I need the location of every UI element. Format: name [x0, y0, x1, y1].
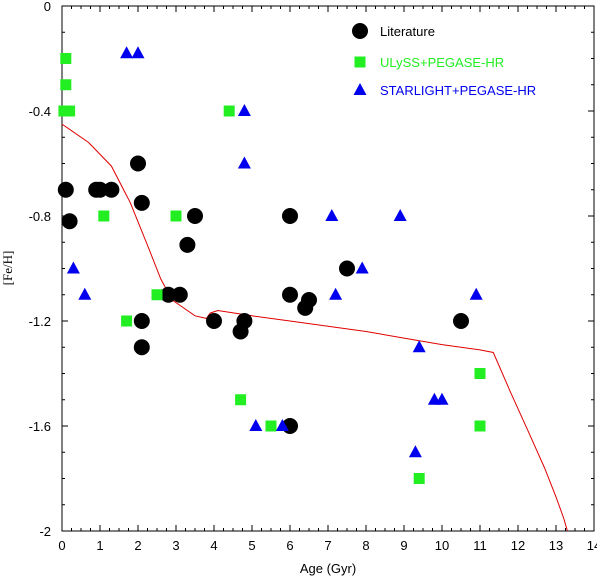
ulyss-point [224, 106, 235, 117]
y-tick-label: -0.4 [29, 104, 51, 119]
x-tick-label: 11 [473, 538, 487, 553]
x-axis-label: Age (Gyr) [300, 561, 356, 576]
literature-point [103, 182, 119, 198]
x-tick-label: 10 [435, 538, 449, 553]
x-tick-label: 0 [58, 538, 65, 553]
ulyss-point [60, 53, 71, 64]
literature-point [172, 287, 188, 303]
ulyss-point [414, 473, 425, 484]
ulyss-point [152, 289, 163, 300]
x-tick-label: 3 [172, 538, 179, 553]
starlight-point [78, 288, 91, 300]
data-points [58, 46, 486, 484]
y-tick-label: -2 [39, 524, 51, 539]
ulyss-point [121, 316, 132, 327]
legend-marker [355, 57, 366, 68]
literature-point [453, 313, 469, 329]
x-tick-label: 4 [210, 538, 217, 553]
ulyss-point [475, 368, 486, 379]
ulyss-point [266, 421, 277, 432]
literature-point [282, 208, 298, 224]
starlight-point [325, 209, 338, 221]
y-tick-label: -0.8 [29, 209, 51, 224]
literature-point [134, 339, 150, 355]
starlight-point [238, 104, 251, 116]
ulyss-point [98, 211, 109, 222]
ulyss-point [171, 211, 182, 222]
x-tick-label: 12 [511, 538, 525, 553]
y-tick-label: 0 [44, 0, 51, 14]
legend-label: STARLIGHT+PEGASE-HR [380, 83, 536, 98]
starlight-point [356, 262, 369, 274]
x-tick-label: 14 [587, 538, 597, 553]
starlight-point [413, 340, 426, 352]
x-tick-label: 5 [248, 538, 255, 553]
legend-marker [352, 23, 368, 39]
legend-marker [354, 83, 367, 95]
starlight-point [120, 46, 133, 58]
literature-point [187, 208, 203, 224]
starlight-point [409, 445, 422, 457]
x-tick-label: 2 [134, 538, 141, 553]
ulyss-point [475, 421, 486, 432]
starlight-point [394, 209, 407, 221]
x-tick-label: 7 [324, 538, 331, 553]
y-tick-label: -1.2 [29, 314, 51, 329]
x-tick-label: 8 [362, 538, 369, 553]
legend-label: Literature [380, 24, 435, 39]
literature-point [301, 292, 317, 308]
x-tick-label: 13 [549, 538, 563, 553]
y-tick-label: -1.6 [29, 419, 51, 434]
literature-point [206, 313, 222, 329]
literature-point [134, 313, 150, 329]
starlight-point [132, 46, 145, 58]
literature-point [58, 182, 74, 198]
literature-point [282, 287, 298, 303]
x-tick-label: 9 [400, 538, 407, 553]
starlight-point [329, 288, 342, 300]
literature-point [62, 213, 78, 229]
ulyss-point [60, 79, 71, 90]
starlight-point [67, 262, 80, 274]
legend: Literature ULySS+PEGASE-HR STARLIGHT+PEGAS… [352, 23, 536, 98]
x-tick-label: 6 [286, 538, 293, 553]
ulyss-point [64, 106, 75, 117]
y-axis-label: [Fe/H] [0, 251, 15, 286]
literature-point [236, 313, 252, 329]
legend-label: ULySS+PEGASE-HR [380, 55, 504, 70]
literature-point [339, 261, 355, 277]
ulyss-point [235, 394, 246, 405]
literature-point [179, 237, 195, 253]
literature-point [130, 156, 146, 172]
x-tick-label: 1 [96, 538, 103, 553]
starlight-point [470, 288, 483, 300]
literature-point [134, 195, 150, 211]
starlight-point [249, 419, 262, 431]
starlight-point [238, 157, 251, 169]
